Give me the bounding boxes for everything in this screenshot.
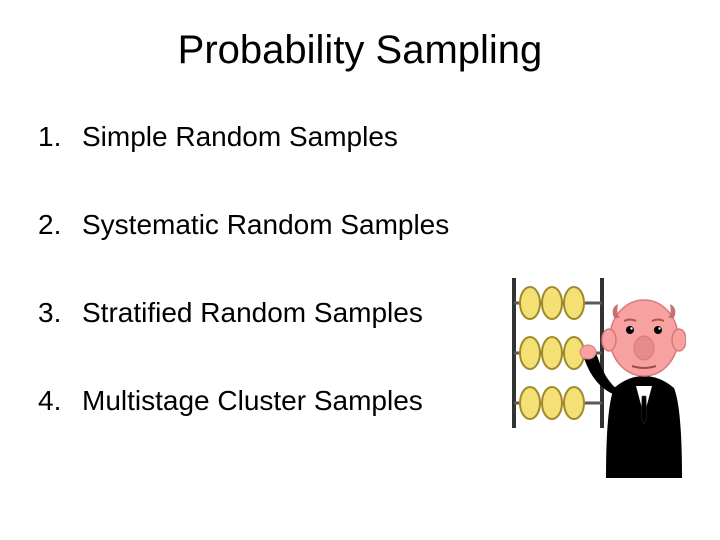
- man-abacus-icon: [506, 268, 686, 478]
- list-text: Simple Random Samples: [82, 121, 398, 153]
- list-item: 2. Systematic Random Samples: [38, 209, 690, 241]
- list-text: Systematic Random Samples: [82, 209, 449, 241]
- list-text: Stratified Random Samples: [82, 297, 423, 329]
- list-item: 1. Simple Random Samples: [38, 121, 690, 153]
- list-number: 3.: [38, 297, 82, 329]
- slide-title: Probability Sampling: [30, 28, 690, 73]
- list-number: 2.: [38, 209, 82, 241]
- slide: Probability Sampling 1. Simple Random Sa…: [0, 0, 720, 540]
- list-text: Multistage Cluster Samples: [82, 385, 423, 417]
- list-number: 4.: [38, 385, 82, 417]
- list-number: 1.: [38, 121, 82, 153]
